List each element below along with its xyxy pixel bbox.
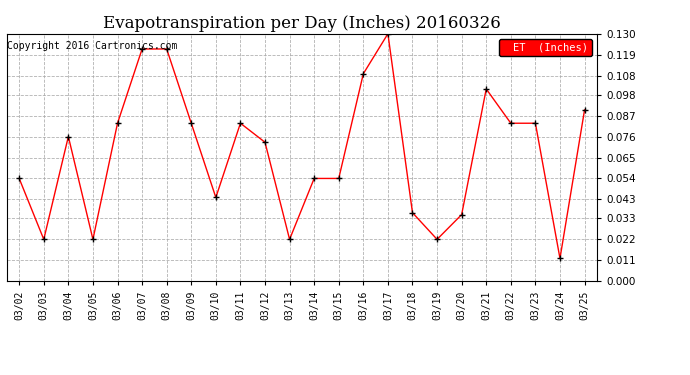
ET  (Inches) [433, 237, 441, 242]
ET  (Inches) [482, 87, 491, 91]
ET  (Inches) [384, 32, 392, 36]
ET  (Inches) [531, 121, 540, 126]
ET  (Inches) [580, 108, 589, 112]
Legend: ET  (Inches): ET (Inches) [499, 39, 591, 56]
ET  (Inches) [212, 195, 220, 200]
ET  (Inches) [286, 237, 294, 242]
Line: ET  (Inches): ET (Inches) [16, 30, 588, 262]
ET  (Inches) [113, 121, 121, 126]
ET  (Inches) [359, 72, 368, 76]
ET  (Inches) [89, 237, 97, 242]
ET  (Inches) [163, 47, 171, 51]
ET  (Inches) [39, 237, 48, 242]
ET  (Inches) [236, 121, 244, 126]
ET  (Inches) [64, 134, 72, 139]
ET  (Inches) [310, 176, 318, 181]
ET  (Inches) [408, 210, 417, 215]
ET  (Inches) [187, 121, 195, 126]
ET  (Inches) [506, 121, 515, 126]
ET  (Inches) [556, 256, 564, 261]
ET  (Inches) [457, 212, 466, 217]
ET  (Inches) [138, 47, 146, 51]
Title: Evapotranspiration per Day (Inches) 20160326: Evapotranspiration per Day (Inches) 2016… [103, 15, 501, 32]
ET  (Inches) [15, 176, 23, 181]
Text: Copyright 2016 Cartronics.com: Copyright 2016 Cartronics.com [8, 41, 178, 51]
ET  (Inches) [261, 140, 269, 144]
ET  (Inches) [335, 176, 343, 181]
